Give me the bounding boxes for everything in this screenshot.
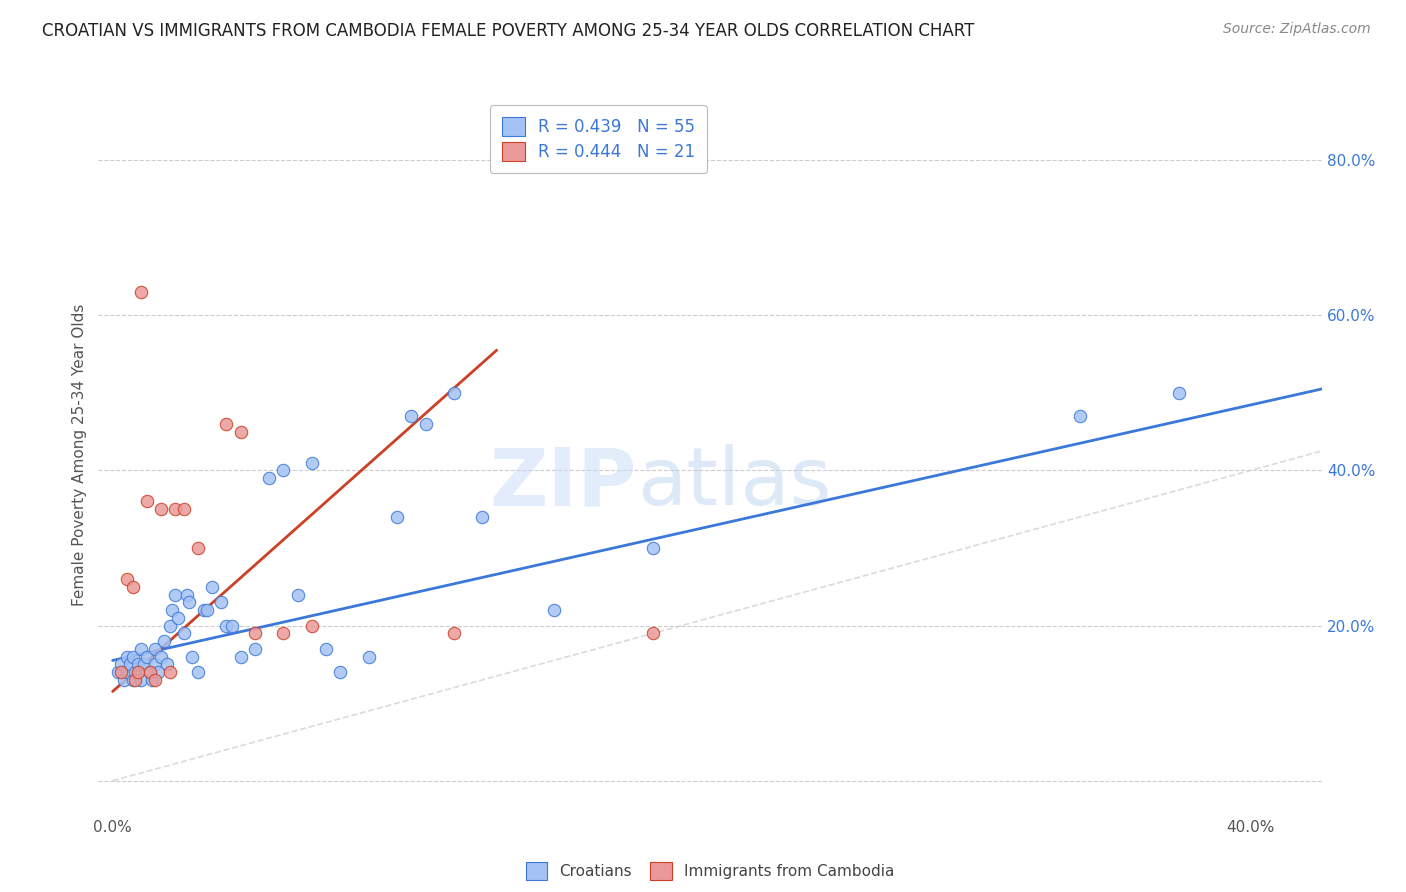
Point bbox=[118, 657, 141, 672]
Text: CROATIAN VS IMMIGRANTS FROM CAMBODIA FEMALE POVERTY AMONG 25-34 YEAR OLDS CORREL: CROATIAN VS IMMIGRANTS FROM CAMBODIA FEM… bbox=[42, 22, 974, 40]
Point bbox=[132, 657, 155, 672]
Point bbox=[115, 665, 138, 679]
Point bbox=[162, 603, 184, 617]
Point bbox=[301, 618, 323, 632]
Point bbox=[143, 673, 166, 687]
Point bbox=[143, 657, 166, 672]
Point bbox=[129, 285, 152, 299]
Point bbox=[1069, 409, 1091, 424]
Point bbox=[543, 603, 565, 617]
Point bbox=[301, 456, 323, 470]
Point bbox=[643, 626, 665, 640]
Point bbox=[221, 618, 243, 632]
Point bbox=[110, 665, 132, 679]
Point bbox=[201, 580, 224, 594]
Point bbox=[127, 657, 149, 672]
Point bbox=[273, 463, 295, 477]
Point bbox=[173, 626, 195, 640]
Point bbox=[127, 665, 149, 679]
Point bbox=[195, 603, 218, 617]
Point bbox=[153, 634, 176, 648]
Point bbox=[287, 588, 309, 602]
Point bbox=[138, 665, 160, 679]
Point bbox=[1168, 385, 1191, 400]
Point bbox=[135, 494, 157, 508]
Point bbox=[129, 641, 152, 656]
Point bbox=[187, 665, 209, 679]
Point bbox=[193, 603, 215, 617]
Point bbox=[165, 502, 187, 516]
Point bbox=[150, 649, 173, 664]
Point bbox=[401, 409, 423, 424]
Point bbox=[329, 665, 352, 679]
Point bbox=[121, 649, 143, 664]
Point bbox=[124, 665, 146, 679]
Point bbox=[115, 649, 138, 664]
Point bbox=[273, 626, 295, 640]
Point bbox=[243, 641, 266, 656]
Point bbox=[179, 595, 201, 609]
Point bbox=[167, 611, 190, 625]
Point bbox=[115, 572, 138, 586]
Point bbox=[121, 673, 143, 687]
Point bbox=[357, 649, 380, 664]
Point bbox=[643, 541, 665, 555]
Point bbox=[159, 665, 181, 679]
Point bbox=[415, 417, 437, 431]
Point bbox=[135, 649, 157, 664]
Point bbox=[471, 510, 494, 524]
Point bbox=[229, 425, 252, 439]
Point bbox=[315, 641, 337, 656]
Point bbox=[215, 417, 238, 431]
Text: Source: ZipAtlas.com: Source: ZipAtlas.com bbox=[1223, 22, 1371, 37]
Point bbox=[257, 471, 280, 485]
Point bbox=[165, 588, 187, 602]
Point bbox=[107, 665, 129, 679]
Point bbox=[121, 580, 143, 594]
Point bbox=[156, 657, 179, 672]
Point bbox=[129, 673, 152, 687]
Legend: Croatians, Immigrants from Cambodia: Croatians, Immigrants from Cambodia bbox=[520, 856, 900, 886]
Point bbox=[385, 510, 408, 524]
Point bbox=[112, 673, 135, 687]
Point bbox=[443, 626, 465, 640]
Point bbox=[150, 502, 173, 516]
Point bbox=[143, 641, 166, 656]
Text: atlas: atlas bbox=[637, 444, 831, 523]
Point bbox=[229, 649, 252, 664]
Point bbox=[209, 595, 232, 609]
Point bbox=[159, 618, 181, 632]
Point bbox=[110, 657, 132, 672]
Y-axis label: Female Poverty Among 25-34 Year Olds: Female Poverty Among 25-34 Year Olds bbox=[72, 304, 87, 606]
Point bbox=[138, 665, 160, 679]
Point bbox=[443, 385, 465, 400]
Text: ZIP: ZIP bbox=[489, 444, 637, 523]
Point bbox=[173, 502, 195, 516]
Point bbox=[187, 541, 209, 555]
Point bbox=[215, 618, 238, 632]
Point bbox=[181, 649, 204, 664]
Point bbox=[141, 673, 163, 687]
Point bbox=[146, 665, 169, 679]
Point bbox=[243, 626, 266, 640]
Point bbox=[124, 673, 146, 687]
Point bbox=[176, 588, 198, 602]
